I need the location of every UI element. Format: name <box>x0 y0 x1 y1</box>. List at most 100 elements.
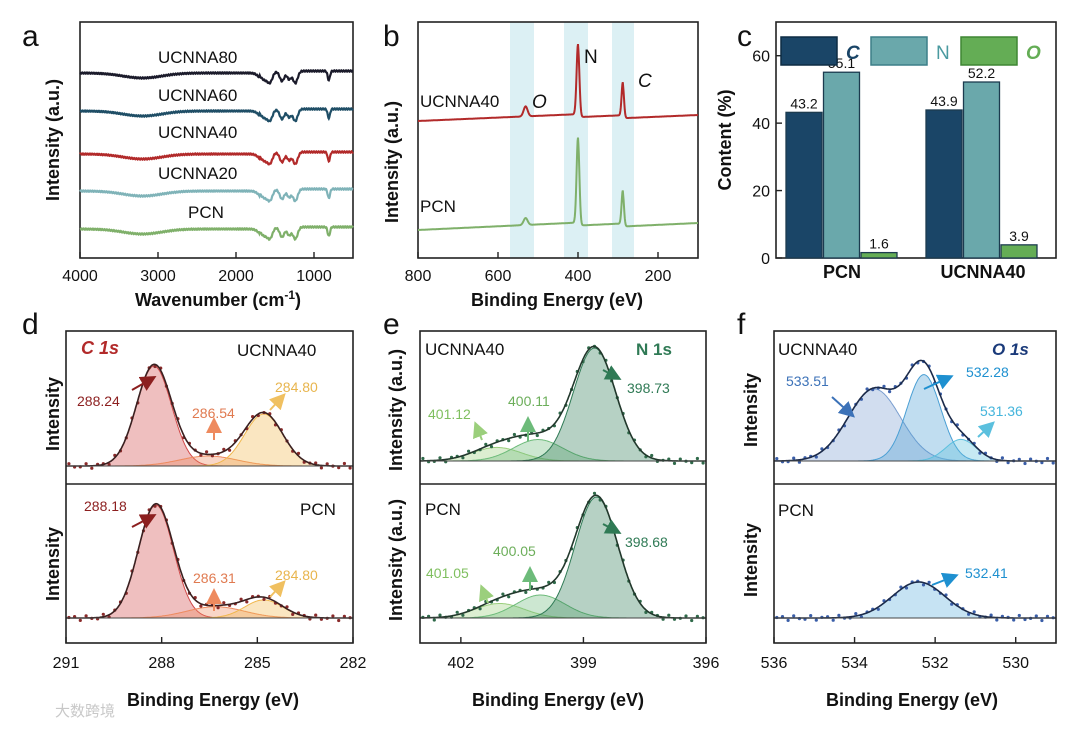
arrow-533-51 <box>831 396 855 418</box>
bar-o-pcn <box>860 251 898 259</box>
raw-data-point <box>199 604 203 608</box>
raw-data-point <box>84 614 88 618</box>
panel-e-y-label-2: Intensity (a.u.) <box>386 499 406 621</box>
y-tick-label: 60 <box>752 49 770 66</box>
peak-annotations: 288.24 286.54 284.80 288.18 286.31 284.8… <box>77 376 318 611</box>
raw-data-point <box>245 600 249 604</box>
panel-b-frame <box>417 21 699 259</box>
raw-data-point <box>967 612 971 616</box>
arrow-401-12 <box>473 421 488 441</box>
raw-data-point <box>325 462 329 466</box>
x-tick-label: 532 <box>922 655 949 672</box>
x-tick-label: 536 <box>761 655 788 672</box>
x-tick-label: 4000 <box>62 268 98 285</box>
raw-data-point <box>153 364 157 369</box>
o-highlight-band <box>510 22 534 258</box>
raw-data-point <box>216 606 220 610</box>
panel-a-y-label: Intensity (a.u.) <box>43 79 63 201</box>
raw-data-point <box>989 613 993 617</box>
element-label-o: O <box>532 92 547 113</box>
bar-value-label: 43.2 <box>790 95 817 111</box>
peak-label-284-80: 284.80 <box>275 379 318 395</box>
bar-c-pcn <box>785 111 823 259</box>
arrow-398-68 <box>602 519 622 534</box>
series-label-pcn: PCN <box>420 197 456 216</box>
raw-data-point <box>90 466 94 470</box>
panel-d-x-label: Binding Energy (eV) <box>127 690 299 710</box>
fitted-peak-398-68 <box>420 496 706 619</box>
arrow-532-28 <box>923 374 954 390</box>
bar-n-pcn <box>822 71 861 259</box>
raw-data-point <box>432 618 436 622</box>
raw-data-point <box>876 607 880 611</box>
panel-f-y-label-2: Intensity <box>741 523 761 597</box>
raw-data-point <box>101 612 105 616</box>
panel-b-x-label: Binding Energy (eV) <box>471 290 643 310</box>
panel-f-x-ticks: 536 534 532 530 <box>761 637 1029 672</box>
legend-label-c: C <box>846 43 860 64</box>
raw-data-point <box>228 448 232 452</box>
raw-data-point <box>695 456 700 461</box>
panel-c-frame <box>775 21 1057 259</box>
panel-f: 536 534 532 530 UCNNA40 O 1s PCN 533.51 532… <box>741 330 1057 710</box>
raw-data-point <box>792 614 796 618</box>
raw-data-point <box>650 453 654 458</box>
element-label-n: N <box>584 47 598 68</box>
raw-data-point <box>512 432 517 437</box>
panel-f-y-label: Intensity <box>741 373 761 447</box>
panel-b: 800 600 400 200 UCNNA40 PCN O N C Intensity… <box>382 21 699 310</box>
raw-data-point <box>535 433 539 438</box>
arrow-288-18 <box>131 514 157 529</box>
bar-value-label: 1.6 <box>869 236 889 252</box>
raw-data-point <box>1000 456 1005 460</box>
raw-data-point <box>701 461 705 465</box>
raw-data-point <box>1040 618 1044 623</box>
panel-c-y-label: Content (%) <box>715 90 735 191</box>
x-label-end: ) <box>295 290 301 310</box>
x-label-sup: -1 <box>284 288 295 302</box>
raw-data-point <box>547 580 551 585</box>
raw-data-point <box>775 457 779 461</box>
raw-data-point <box>888 390 892 394</box>
panel-f-top-spectrum <box>773 359 1056 466</box>
y-tick-label: 40 <box>752 116 770 133</box>
panel-c-bars: 43.255.11.643.952.23.9 <box>785 55 1038 259</box>
peak-label-533-51: 533.51 <box>786 373 829 389</box>
raw-data-point <box>222 601 226 605</box>
peak-annotations: 533.51 532.28 531.36 532.41 <box>786 364 1023 588</box>
bar-c-ucnna40 <box>925 109 963 259</box>
panel-e-title: N 1s <box>636 340 672 359</box>
bar-value-label: 3.9 <box>1009 228 1029 244</box>
raw-data-point <box>239 597 243 601</box>
peak-label-400-11: 400.11 <box>508 393 550 409</box>
peak-label-288-18: 288.18 <box>84 498 127 514</box>
raw-data-point <box>972 610 976 614</box>
x-tick-label: 396 <box>693 655 720 672</box>
legend-swatch-c <box>780 36 838 66</box>
raw-data-point <box>78 618 82 623</box>
raw-data-point <box>1051 461 1055 465</box>
legend-label-o: O <box>1026 43 1041 64</box>
series-label-pcn: PCN <box>188 203 224 222</box>
ftir-line-pcn <box>79 224 354 242</box>
x-tick-label: 530 <box>1002 655 1029 672</box>
panel-e-frame <box>419 330 707 644</box>
series-label-ucnna40: UCNNA40 <box>158 123 237 142</box>
x-tick-label: 3000 <box>140 268 176 285</box>
peak-label-531-36: 531.36 <box>980 403 1023 419</box>
survey-line-ucnna40 <box>418 43 698 122</box>
panel-e-top-spectrum <box>419 344 706 465</box>
panel-e-bottom-spectrum <box>419 491 706 623</box>
raw-data-point <box>644 610 648 615</box>
peak-label-286-31: 286.31 <box>193 570 236 586</box>
raw-data-point <box>501 592 505 596</box>
raw-data-point <box>484 442 488 446</box>
ftir-line-ucnna40 <box>79 149 354 166</box>
raw-data-point <box>672 461 677 465</box>
raw-data-point <box>421 456 425 461</box>
panel-d-frame <box>65 330 354 644</box>
bar-value-label: 52.2 <box>968 65 995 81</box>
panel-d-y-label: Intensity <box>43 377 63 451</box>
peak-label-401-12: 401.12 <box>428 406 471 422</box>
